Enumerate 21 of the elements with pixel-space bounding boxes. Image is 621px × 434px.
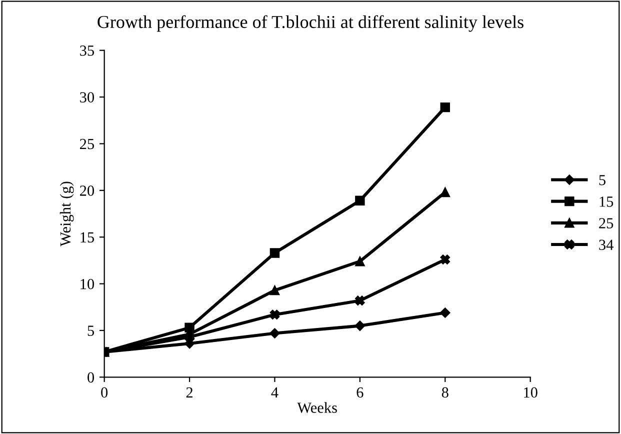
y-tick-label: 35 — [80, 46, 94, 56]
x-axis-title: Weeks — [297, 402, 337, 413]
y-tick-label: 25 — [80, 138, 94, 150]
y-axis-title: Weight (g) — [60, 182, 74, 246]
y-tick-label: 20 — [80, 186, 94, 196]
y-tick-label: 30 — [80, 92, 94, 102]
legend-label: 5 — [599, 175, 606, 186]
chart-title: Growth performance of T.blochii at different salinity levels — [98, 15, 524, 32]
x-tick-label: 8 — [442, 387, 448, 398]
y-tick-label: 0 — [88, 372, 94, 383]
legend-label: 34 — [599, 240, 614, 250]
y-tick-label: 15 — [80, 232, 94, 243]
x-tick-label: 4 — [271, 387, 278, 398]
y-tick-label: 5 — [88, 326, 94, 336]
x-tick-label: 0 — [101, 387, 108, 398]
x-tick-label: 10 — [524, 387, 538, 398]
x-tick-label: 6 — [356, 387, 364, 398]
y-tick-label: 10 — [80, 278, 94, 290]
legend-label: 15 — [600, 196, 614, 207]
legend-label: 25 — [599, 218, 614, 228]
x-tick-label: 2 — [186, 387, 193, 398]
